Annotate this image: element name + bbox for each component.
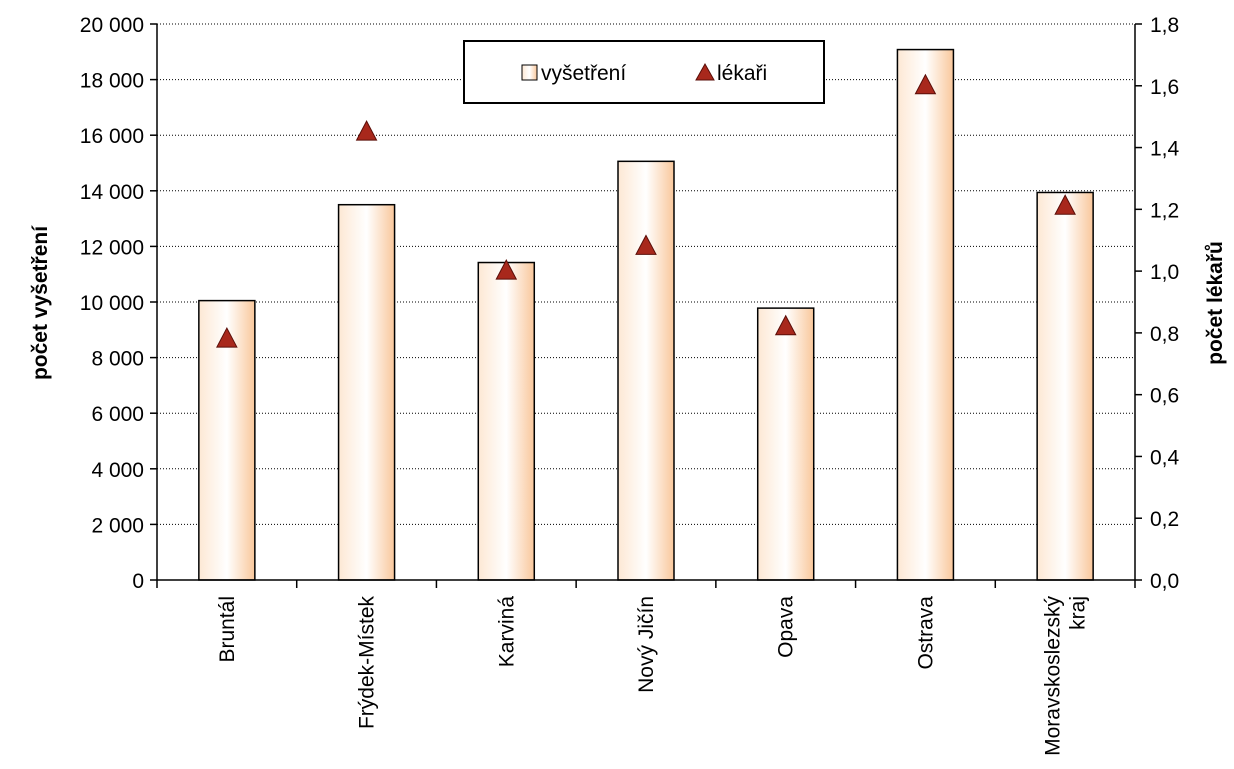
y2-axis-title: počet lékařů [1204, 241, 1227, 365]
y2-tick-label: 0,2 [1150, 508, 1179, 531]
y2-tick-label: 1,6 [1150, 76, 1179, 99]
y-tick-label: 8 000 [91, 348, 144, 371]
legend-label-lekari: lékaři [717, 62, 767, 85]
y-tick-label: 2 000 [91, 514, 144, 537]
x-tick-label: Ostrava [914, 596, 937, 670]
x-tick-label: Karviná [495, 596, 518, 668]
y-tick-label: 12 000 [80, 236, 144, 259]
y-tick-label: 10 000 [80, 292, 144, 315]
y2-tick-label: 1,4 [1150, 138, 1180, 161]
x-tick-label: Bruntál [216, 596, 239, 663]
y2-tick-label: 0,8 [1150, 323, 1179, 346]
x-tick-label: Moravskoslezskýkraj [1042, 596, 1090, 756]
legend-bar-swatch [521, 64, 538, 81]
marker-lekari-6 [914, 73, 937, 95]
y2-tick-label: 1,2 [1150, 199, 1179, 222]
bar-5 [756, 307, 815, 581]
x-tick-label: Frýdek-Místek [356, 596, 379, 730]
x-tick-label: Nový Jičín [635, 596, 658, 693]
y-axis-title: počet vyšetření [29, 225, 52, 380]
x-tick-label: Opava [775, 596, 798, 658]
bar-6 [896, 48, 955, 581]
legend-triangle-marker [695, 62, 715, 81]
y-tick-label: 18 000 [80, 70, 144, 93]
marker-lekari-7 [1054, 194, 1076, 215]
y2-tick-label: 1,8 [1150, 14, 1179, 37]
bar-7 [1036, 191, 1094, 581]
bar-3 [477, 261, 536, 581]
legend-label-vysetreni: vyšetření [541, 62, 626, 85]
bar-4 [617, 160, 675, 581]
y-tick-label: 4 000 [91, 459, 144, 482]
y2-tick-label: 0,6 [1150, 385, 1179, 408]
marker-lekari-2 [355, 120, 378, 141]
marker-lekari-1 [216, 326, 238, 348]
y-tick-label: 14 000 [80, 181, 144, 204]
marker-lekari-3 [495, 259, 518, 280]
bar-2 [337, 203, 396, 581]
y-tick-label: 16 000 [80, 125, 144, 148]
legend: vyšetření lékaři [463, 40, 825, 104]
legend-box [463, 40, 825, 104]
y-tick-label: 20 000 [80, 14, 144, 37]
y2-tick-label: 1,0 [1150, 261, 1179, 284]
y-tick-label: 6 000 [91, 403, 144, 426]
y2-tick-label: 0,0 [1150, 570, 1179, 593]
y-tick-label: 0 [132, 570, 144, 593]
y2-tick-label: 0,4 [1150, 446, 1180, 469]
marker-lekari-4 [635, 234, 657, 255]
marker-lekari-5 [774, 314, 797, 336]
